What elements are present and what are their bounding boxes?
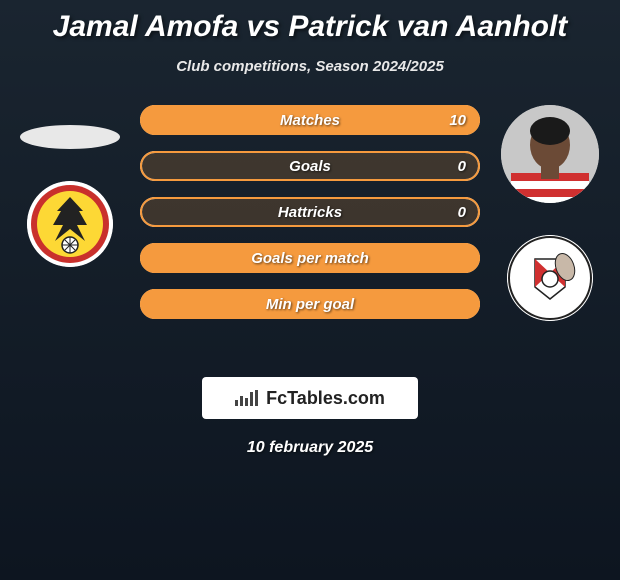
chart-icon bbox=[235, 390, 260, 406]
stat-row: Hattricks 0 bbox=[140, 197, 480, 227]
stat-label: Goals per match bbox=[251, 250, 369, 267]
stat-label: Matches bbox=[280, 112, 340, 129]
left-player-column bbox=[20, 105, 120, 267]
subtitle: Club competitions, Season 2024/2025 bbox=[0, 58, 620, 75]
date-label: 10 february 2025 bbox=[0, 439, 620, 457]
right-player-column bbox=[500, 105, 600, 321]
stat-value-right: 10 bbox=[449, 112, 466, 129]
stat-label: Min per goal bbox=[266, 296, 354, 313]
stat-row: Goals 0 bbox=[140, 151, 480, 181]
stat-row: Min per goal bbox=[140, 289, 480, 319]
stat-value-right: 0 bbox=[458, 204, 466, 221]
stat-label: Goals bbox=[289, 158, 331, 175]
brand-logo: FcTables.com bbox=[202, 377, 418, 419]
stats-list: Matches 10 Goals 0 Hattricks 0 Goals per match… bbox=[140, 105, 480, 335]
brand-text: FcTables.com bbox=[266, 388, 385, 409]
left-player-photo bbox=[20, 125, 120, 149]
right-club-crest bbox=[507, 235, 593, 321]
stat-row: Matches 10 bbox=[140, 105, 480, 135]
comparison-content: Matches 10 Goals 0 Hattricks 0 Goals per match… bbox=[0, 105, 620, 365]
stat-label: Hattricks bbox=[278, 204, 342, 221]
right-player-photo bbox=[501, 105, 599, 203]
stat-row: Goals per match bbox=[140, 243, 480, 273]
page-title: Jamal Amofa vs Patrick van Aanholt bbox=[0, 0, 620, 44]
left-club-crest bbox=[27, 181, 113, 267]
stat-value-right: 0 bbox=[458, 158, 466, 175]
